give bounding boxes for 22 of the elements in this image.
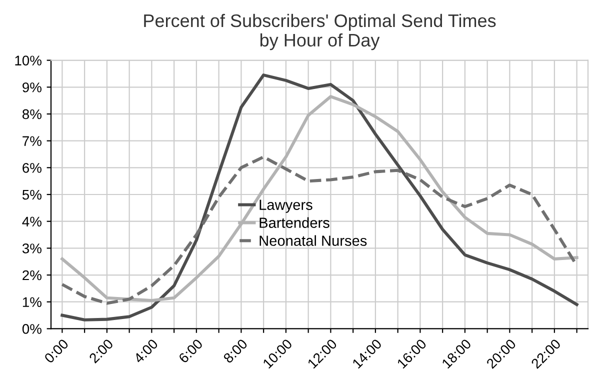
y-tick-label: 2% (22, 270, 42, 280)
y-tick-label: 1% (22, 297, 42, 307)
y-tick-label: 10% (15, 56, 42, 66)
line-series (60, 95, 578, 302)
legend-label: Lawyers (260, 200, 312, 213)
x-tick-label: 8:00 (222, 338, 248, 364)
y-tick-label: 6% (22, 162, 42, 173)
x-tick-label: 0:00 (44, 338, 70, 364)
y-tick-label: 9% (22, 82, 42, 92)
y-tick-label: 7% (22, 136, 42, 146)
x-tick-label: 4:00 (133, 338, 159, 364)
y-tick-label: 4% (22, 216, 42, 226)
y-tick-label: 5% (22, 190, 42, 200)
x-tick-label: 6:00 (178, 338, 204, 364)
legend-label: Bartenders (260, 217, 330, 228)
chart-title: Percent of Subscribers' Optimal Send Times by Hour of Day (144, 14, 496, 50)
legend-label: Neonatal Nurses (260, 235, 367, 246)
y-tick-label: 8% (22, 109, 42, 120)
y-tick-label: 0% (22, 324, 42, 334)
line-series (60, 74, 578, 322)
line-series (60, 155, 578, 305)
y-tick-label: 3% (22, 244, 42, 254)
